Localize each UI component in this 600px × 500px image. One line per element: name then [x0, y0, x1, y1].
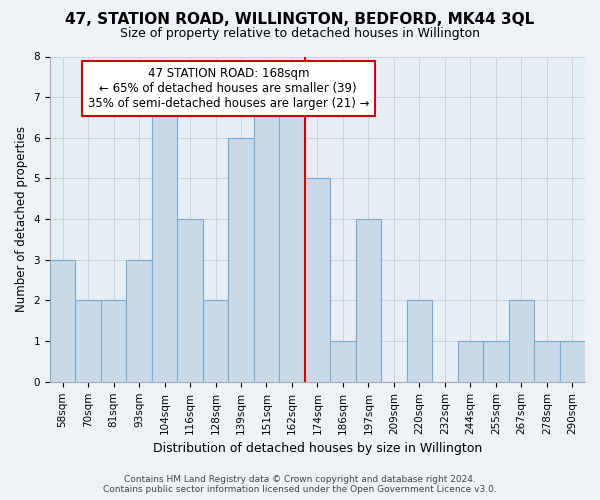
Bar — [305, 178, 330, 382]
Bar — [50, 260, 76, 382]
Y-axis label: Number of detached properties: Number of detached properties — [15, 126, 28, 312]
Bar — [534, 341, 560, 382]
Bar — [178, 219, 203, 382]
Bar — [228, 138, 254, 382]
X-axis label: Distribution of detached houses by size in Willington: Distribution of detached houses by size … — [153, 442, 482, 455]
Bar — [254, 97, 279, 382]
Text: Size of property relative to detached houses in Willington: Size of property relative to detached ho… — [120, 28, 480, 40]
Bar — [483, 341, 509, 382]
Bar — [203, 300, 228, 382]
Bar — [560, 341, 585, 382]
Bar — [509, 300, 534, 382]
Bar — [407, 300, 432, 382]
Bar — [458, 341, 483, 382]
Bar — [330, 341, 356, 382]
Bar — [152, 97, 178, 382]
Text: Contains HM Land Registry data © Crown copyright and database right 2024.
Contai: Contains HM Land Registry data © Crown c… — [103, 474, 497, 494]
Text: 47, STATION ROAD, WILLINGTON, BEDFORD, MK44 3QL: 47, STATION ROAD, WILLINGTON, BEDFORD, M… — [65, 12, 535, 28]
Bar — [356, 219, 381, 382]
Text: 47 STATION ROAD: 168sqm
← 65% of detached houses are smaller (39)
35% of semi-de: 47 STATION ROAD: 168sqm ← 65% of detache… — [88, 66, 369, 110]
Bar — [279, 97, 305, 382]
Bar — [127, 260, 152, 382]
Bar — [101, 300, 127, 382]
Bar — [76, 300, 101, 382]
